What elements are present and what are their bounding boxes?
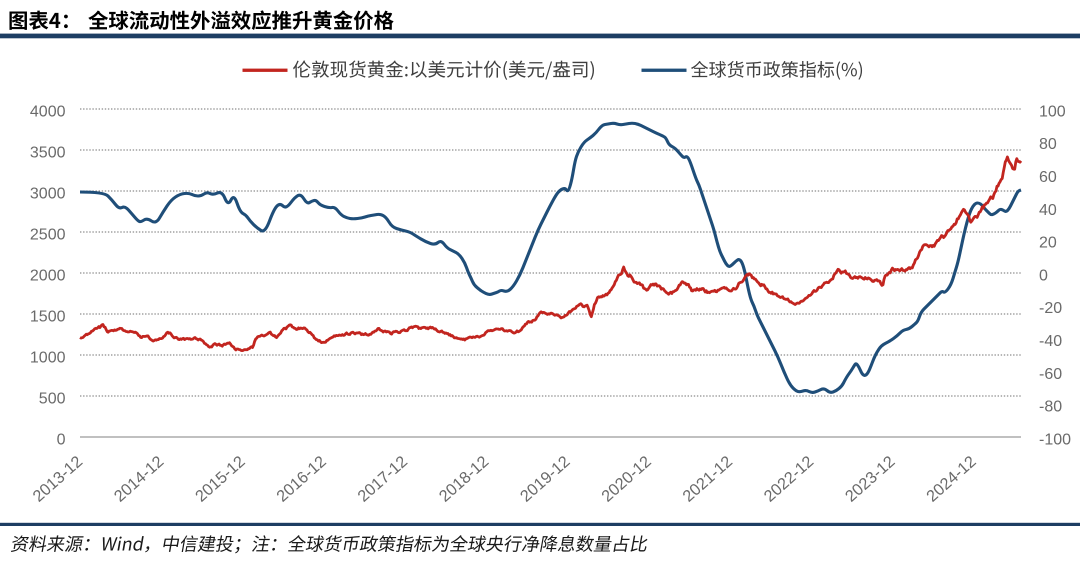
- svg-text:2500: 2500: [30, 226, 66, 243]
- svg-text:0: 0: [1039, 267, 1048, 284]
- svg-text:3000: 3000: [30, 185, 66, 202]
- svg-text:-20: -20: [1039, 300, 1062, 317]
- svg-text:40: 40: [1039, 202, 1057, 219]
- svg-text:-60: -60: [1039, 366, 1062, 383]
- svg-text:0: 0: [57, 431, 66, 448]
- svg-text:100: 100: [1039, 103, 1066, 120]
- svg-text:-80: -80: [1039, 399, 1062, 416]
- svg-text:1500: 1500: [30, 308, 66, 325]
- svg-text:3500: 3500: [30, 144, 66, 161]
- svg-text:60: 60: [1039, 169, 1057, 186]
- svg-text:-40: -40: [1039, 333, 1062, 350]
- svg-text:20: 20: [1039, 235, 1057, 252]
- svg-text:500: 500: [39, 390, 66, 407]
- svg-text:2000: 2000: [30, 267, 66, 284]
- svg-text:1000: 1000: [30, 349, 66, 366]
- svg-text:-100: -100: [1039, 431, 1071, 448]
- svg-text:4000: 4000: [30, 103, 66, 120]
- svg-text:80: 80: [1039, 136, 1057, 153]
